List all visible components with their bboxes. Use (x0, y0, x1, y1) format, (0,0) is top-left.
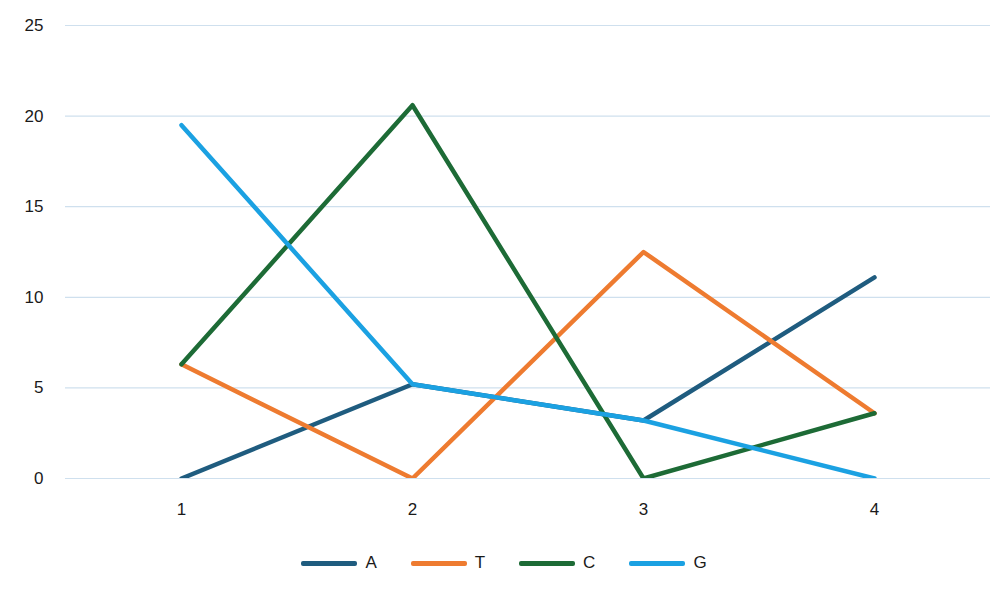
html-text:T: T (474, 553, 486, 572)
svg-text:2: 2 (408, 500, 417, 519)
svg-text:0: 0 (34, 469, 43, 488)
svg-text:10: 10 (25, 288, 44, 307)
svg-text:20: 20 (25, 107, 44, 126)
svg-text:15: 15 (25, 197, 44, 216)
svg-text:5: 5 (34, 378, 43, 397)
html-text:G: G (693, 553, 707, 572)
svg-text:3: 3 (639, 500, 648, 519)
svg-text:25: 25 (25, 16, 44, 35)
svg-text:4: 4 (870, 500, 879, 519)
svg-text:1: 1 (177, 500, 186, 519)
html-text:C: C (583, 553, 596, 572)
html-text:A: A (365, 553, 377, 572)
